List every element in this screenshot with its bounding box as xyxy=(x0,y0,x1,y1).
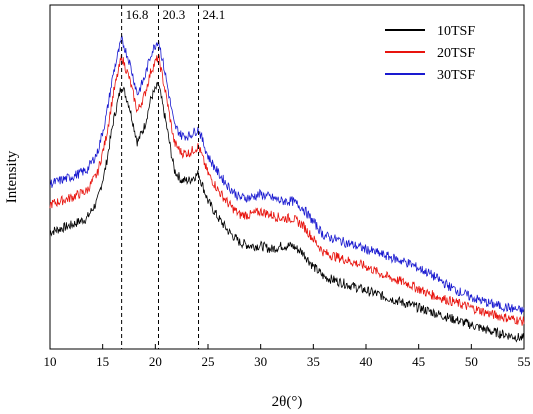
legend: 10TSF 20TSF 30TSF xyxy=(385,24,475,83)
plot-frame xyxy=(49,4,525,350)
y-axis-title: Intensity xyxy=(4,150,20,203)
series-line-10TSF xyxy=(49,81,525,343)
x-axis: 10 15 20 25 30 35 40 45 50 55 xyxy=(44,344,531,369)
x-tick-label: 15 xyxy=(96,354,109,369)
legend-label-20TSF: 20TSF xyxy=(437,46,475,61)
x-tick-label: 35 xyxy=(307,354,320,369)
series-line-30TSF xyxy=(49,35,525,315)
x-tick-label: 40 xyxy=(360,354,373,369)
series-layer xyxy=(49,35,525,343)
x-axis-title: 2θ(°) xyxy=(272,394,303,410)
peak-marker-label: 16.8 xyxy=(126,7,149,22)
x-tick-label: 20 xyxy=(149,354,162,369)
peak-marker-label: 24.1 xyxy=(203,7,226,22)
peak-marker-label: 20.3 xyxy=(162,7,185,22)
x-tick-label: 50 xyxy=(465,354,478,369)
x-tick-label: 10 xyxy=(44,354,57,369)
peak-markers: 16.8 20.3 24.1 xyxy=(121,5,226,349)
series-line-20TSF xyxy=(49,53,525,326)
x-tick-label: 25 xyxy=(202,354,215,369)
legend-label-30TSF: 30TSF xyxy=(437,68,475,83)
x-tick-label: 45 xyxy=(412,354,425,369)
x-tick-label: 55 xyxy=(518,354,531,369)
x-tick-label: 30 xyxy=(254,354,267,369)
legend-label-10TSF: 10TSF xyxy=(437,24,475,39)
